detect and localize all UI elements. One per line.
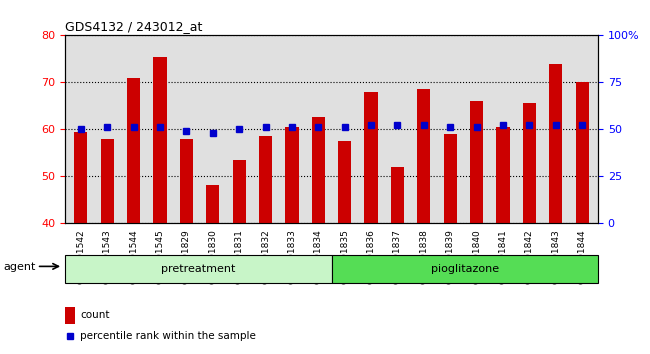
Bar <box>391 167 404 223</box>
Bar <box>497 127 510 223</box>
Bar <box>338 141 351 223</box>
Bar <box>127 78 140 223</box>
Bar <box>365 92 378 223</box>
Text: percentile rank within the sample: percentile rank within the sample <box>80 331 256 341</box>
Bar <box>285 127 298 223</box>
Bar <box>180 139 193 223</box>
Bar <box>101 139 114 223</box>
Bar <box>575 82 589 223</box>
Bar <box>470 101 483 223</box>
Text: GDS4132 / 243012_at: GDS4132 / 243012_at <box>65 20 202 33</box>
Text: agent: agent <box>3 262 36 272</box>
Bar <box>74 132 88 223</box>
Bar <box>153 57 166 223</box>
Text: pretreatment: pretreatment <box>161 264 235 274</box>
Bar <box>259 136 272 223</box>
Bar <box>444 134 457 223</box>
Bar <box>65 255 332 283</box>
Text: count: count <box>80 310 109 320</box>
Bar <box>523 103 536 223</box>
Bar <box>417 89 430 223</box>
Bar <box>65 307 75 324</box>
Bar <box>332 255 598 283</box>
Bar <box>206 185 219 223</box>
Bar <box>312 118 325 223</box>
Bar <box>233 160 246 223</box>
Text: pioglitazone: pioglitazone <box>431 264 499 274</box>
Bar <box>549 64 562 223</box>
